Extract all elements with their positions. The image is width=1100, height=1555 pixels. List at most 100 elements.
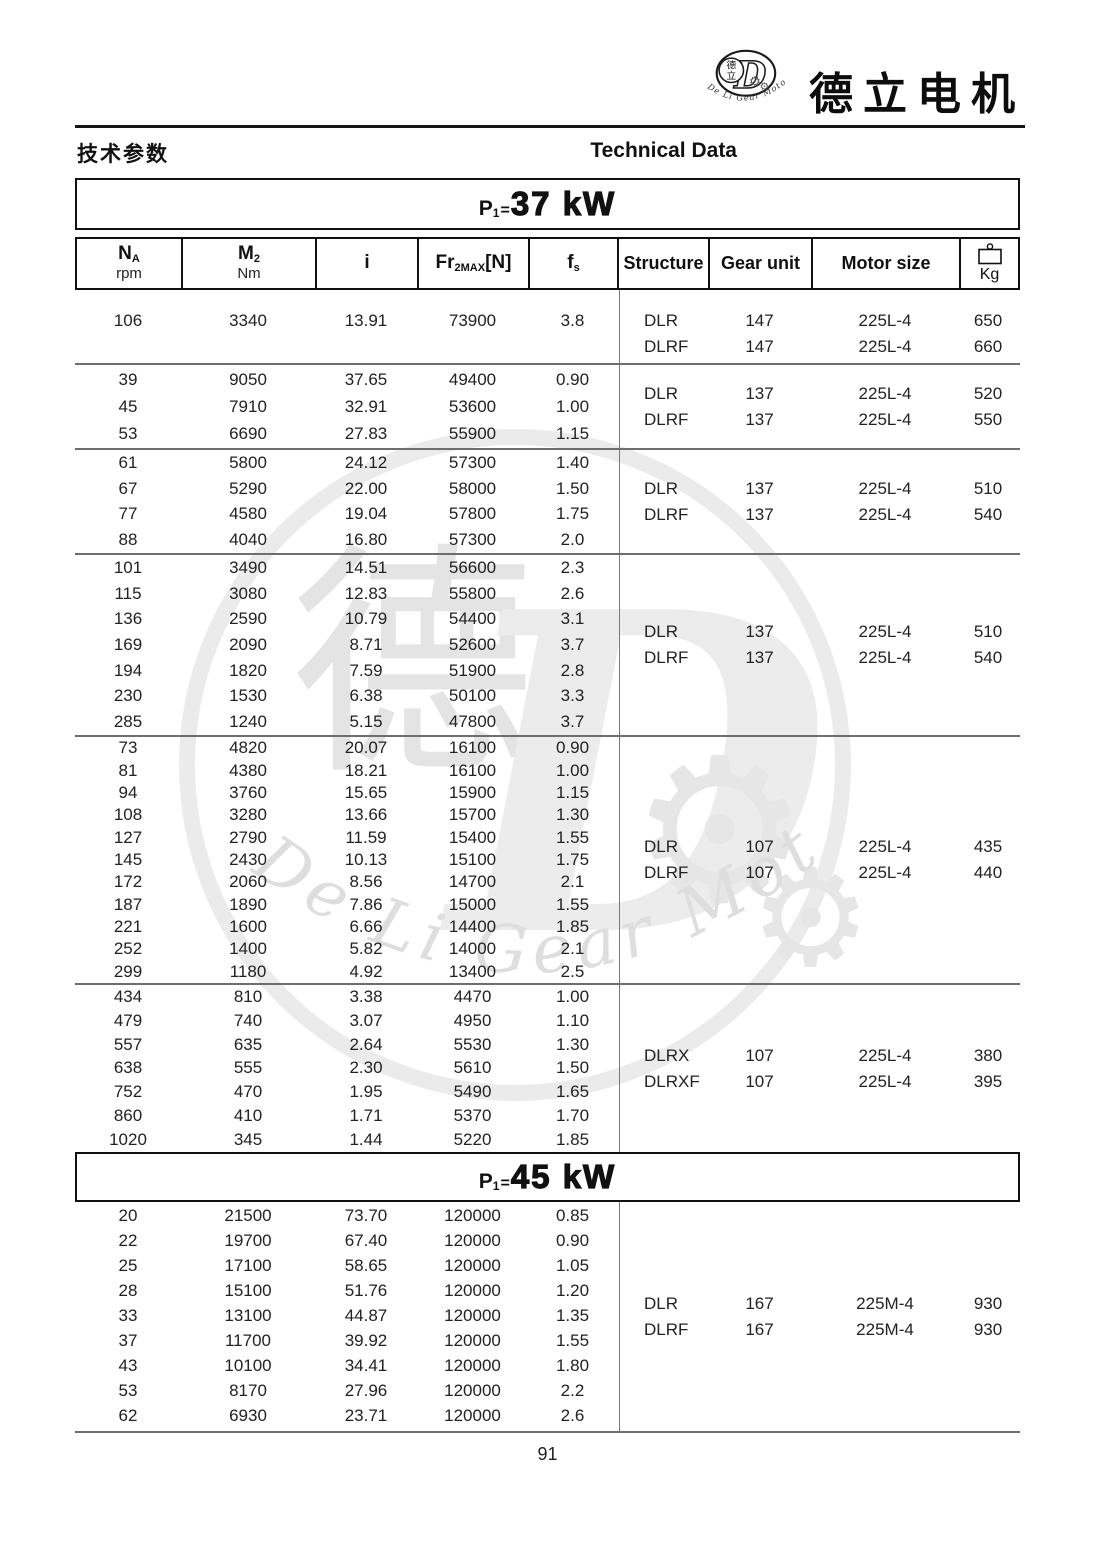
cell-m2: 13100	[224, 1305, 272, 1325]
header-divider	[75, 125, 1025, 128]
cell-na: 557	[113, 1034, 143, 1054]
cell-i: 6.38	[349, 686, 383, 706]
power-equals: =	[500, 1175, 510, 1192]
cell-i: 11.59	[345, 827, 387, 847]
power-equals: =	[500, 202, 510, 219]
table-row: 638 555 2.30 5610 1.50	[75, 1057, 619, 1081]
table-row: 22 19700 67.40 120000 0.90	[75, 1228, 619, 1253]
col-header-na: NA rpm	[77, 239, 183, 288]
cell-na: 479	[113, 1010, 143, 1030]
col-header-i: i	[317, 239, 419, 288]
cell-fs: 2.3	[560, 557, 585, 577]
cell-fs: 2.6	[560, 1405, 585, 1425]
cell-m2: 740	[233, 1010, 263, 1030]
table-row: 73 4820 20.07 16100 0.90	[75, 737, 619, 759]
cell-m2: 15100	[224, 1280, 272, 1300]
cell-motor-size: 225L-4	[858, 1045, 912, 1065]
cell-i: 18.21	[344, 760, 388, 780]
column-header-row: NA rpm M2 Nm i Fr2MAX[N] fs Structure	[75, 237, 1020, 290]
cell-fs: 1.40	[555, 452, 590, 472]
cell-na: 88	[118, 530, 138, 550]
cell-gear-unit: 137	[745, 648, 774, 667]
power-subscript: 1	[492, 1179, 500, 1193]
cell-i: 16.80	[344, 530, 388, 550]
cell-i: 3.07	[349, 1010, 383, 1030]
cell-structure: DLRF	[644, 648, 689, 667]
cell-structure: DLRF	[644, 504, 689, 524]
data-group-4: 101 3490 14.51 56600 2.3 115 3080 12.83 …	[75, 555, 1020, 737]
company-logo: D 德 立 ⚙ ⚙ De Li Gear Motor	[693, 45, 787, 103]
info-row: DLRF 137 225L-4 550	[620, 407, 1020, 433]
cell-fs: 1.55	[555, 894, 590, 914]
cell-i: 8.56	[349, 872, 383, 892]
cell-i: 15.65	[344, 782, 388, 802]
cell-m2: 3760	[229, 782, 267, 802]
cell-i: 13.91	[344, 311, 388, 330]
cell-na: 172	[113, 872, 143, 892]
cell-fs: 2.1	[560, 939, 585, 959]
cell-na: 145	[113, 849, 143, 869]
cell-m2: 4580	[229, 504, 267, 524]
cell-structure: DLR	[644, 478, 679, 498]
cell-fs: 3.7	[560, 635, 585, 654]
cell-fs: 1.50	[555, 478, 590, 498]
cell-m2: 3490	[229, 557, 267, 577]
power-value: 37 kW	[510, 184, 617, 222]
cell-i: 1.44	[349, 1129, 383, 1149]
cell-na: 169	[113, 635, 143, 654]
table-row: 77 4580 19.04 57800 1.75	[75, 502, 619, 528]
weight-icon	[977, 243, 1002, 265]
cell-na: 187	[113, 894, 143, 914]
cell-fr2max: 16100	[448, 760, 497, 780]
cell-fr2max: 55900	[448, 423, 497, 443]
cell-fr2max: 120000	[444, 1230, 501, 1250]
cell-na: 28	[118, 1280, 138, 1300]
data-group-1: 106 3340 13.91 73900 3.8	[75, 290, 1020, 365]
cell-i: 5.82	[349, 939, 383, 959]
cell-fs: 1.00	[555, 760, 590, 780]
cell-structure: DLR	[644, 837, 679, 856]
info-row: DLRF 107 225L-4 440	[620, 860, 1020, 886]
cell-weight: 550	[973, 409, 1003, 429]
cell-structure: DLRF	[644, 337, 689, 356]
cell-i: 32.91	[344, 396, 388, 416]
cell-gear-unit: 167	[745, 1319, 774, 1339]
cell-i: 6.66	[349, 917, 383, 937]
cell-weight: 930	[973, 1319, 1003, 1339]
table-row: 285 1240 5.15 47800 3.7	[75, 709, 619, 735]
cell-i: 27.96	[344, 1380, 388, 1400]
cell-fs: 1.50	[555, 1058, 590, 1078]
power-prefix: P	[478, 197, 493, 220]
cell-na: 45	[118, 396, 138, 416]
cell-gear-unit: 107	[745, 837, 774, 856]
table-row	[75, 334, 619, 360]
cell-fr2max: 120000	[444, 1205, 501, 1225]
cell-fs: 0.90	[555, 1230, 590, 1250]
cell-i: 22.00	[344, 478, 388, 498]
info-row: DLRF 147 225L-4 660	[620, 334, 1020, 360]
table-row: 860 410 1.71 5370 1.70	[75, 1104, 619, 1128]
cell-fs: 1.65	[555, 1082, 590, 1102]
cell-m2: 3280	[229, 805, 267, 825]
table-row: 127 2790 11.59 15400 1.55	[75, 826, 619, 848]
power-subscript: 1	[492, 206, 500, 220]
table-row: 88 4040 16.80 57300 2.0	[75, 527, 619, 553]
cell-m2: 1820	[229, 660, 267, 680]
cell-na: 53	[118, 423, 138, 443]
table-row: 25 17100 58.65 120000 1.05	[75, 1253, 619, 1278]
cell-fs: 3.3	[560, 686, 585, 706]
power-value: 45 kW	[510, 1157, 617, 1195]
table-row: 221 1600 6.66 14400 1.85	[75, 916, 619, 938]
cell-fr2max: 15000	[448, 894, 497, 914]
table-row: 479 740 3.07 4950 1.10	[75, 1009, 619, 1033]
cell-i: 51.76	[344, 1280, 388, 1300]
cell-fr2max: 55800	[448, 583, 497, 603]
table-row: 252 1400 5.82 14000 2.1	[75, 938, 619, 960]
table-row: 434 810 3.38 4470 1.00	[75, 985, 619, 1009]
table-row: 28 15100 51.76 120000 1.20	[75, 1278, 619, 1303]
cell-weight: 930	[973, 1293, 1003, 1313]
cell-gear-unit: 137	[745, 383, 774, 403]
cell-motor-size: 225L-4	[858, 622, 912, 641]
cell-fr2max: 53600	[448, 396, 497, 416]
cell-i: 2.64	[349, 1034, 383, 1054]
